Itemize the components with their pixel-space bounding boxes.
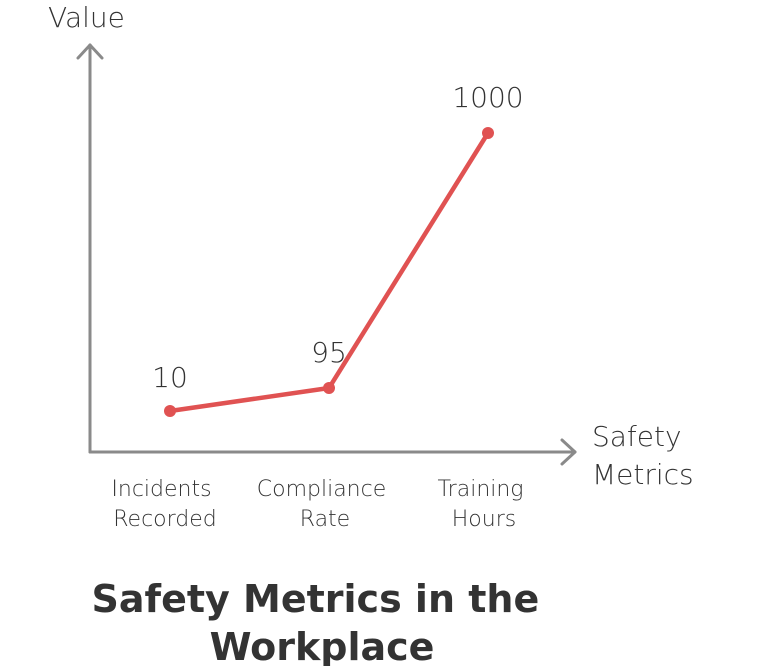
tick-label-compliance-rate-line-1: Compliance (257, 477, 387, 502)
chart-title-line-2: Workplace (210, 625, 435, 666)
tick-label-compliance-rate-line-2: Rate (300, 507, 350, 532)
series-layer: 10 95 1000 (152, 81, 524, 417)
series-line (167, 130, 491, 414)
x-tick-labels: Incidents Recorded Compliance Rate Train… (111, 477, 530, 532)
x-axis-label-line-2: Metrics (592, 458, 694, 491)
chart-title-line-1: Safety Metrics in the (92, 577, 540, 621)
y-axis-arrowhead (76, 43, 104, 60)
tick-label-training-hours: Training Hours (437, 477, 530, 532)
tick-label-incidents-recorded: Incidents Recorded (111, 477, 218, 532)
chart-title: Safety Metrics in the Workplace (92, 577, 553, 666)
data-point-3 (482, 127, 494, 139)
tick-label-compliance-rate: Compliance Rate (257, 477, 394, 532)
tick-label-training-hours-line-1: Training (437, 477, 523, 502)
y-axis (76, 43, 104, 454)
x-axis (88, 438, 577, 466)
tick-label-training-hours-line-2: Hours (452, 507, 516, 532)
data-label-3: 1000 (452, 81, 523, 114)
data-label-1: 10 (152, 361, 188, 394)
data-point-2 (323, 382, 335, 394)
x-axis-label-line-1: Safety (592, 420, 682, 453)
tick-label-incidents-recorded-line-2: Recorded (113, 507, 217, 532)
x-axis-arrowhead (560, 438, 577, 466)
x-axis-label: Safety Metrics (592, 420, 694, 491)
data-point-1 (164, 405, 176, 417)
y-axis-label: Value (48, 1, 125, 34)
data-label-2: 95 (311, 336, 347, 369)
tick-label-incidents-recorded-line-1: Incidents (111, 477, 211, 502)
